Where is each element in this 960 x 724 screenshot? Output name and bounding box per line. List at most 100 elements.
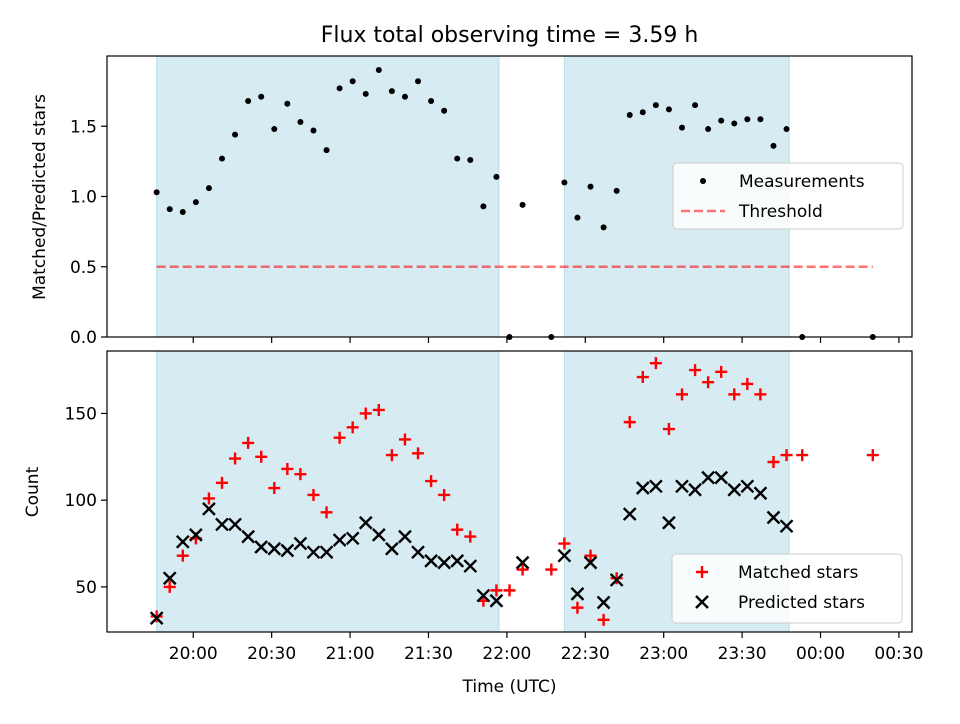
measurement-point bbox=[652, 102, 659, 109]
predicted-stars-point bbox=[766, 510, 781, 525]
predicted-stars-point bbox=[385, 541, 399, 556]
matched-stars-point bbox=[333, 431, 346, 444]
predicted-stars-point bbox=[371, 528, 386, 542]
matched-stars-point bbox=[307, 488, 320, 501]
measurement-point bbox=[493, 173, 500, 180]
matched-stars-point bbox=[597, 613, 610, 626]
predicted-stars-point bbox=[662, 515, 676, 530]
measurement-point bbox=[718, 117, 725, 124]
legend-label: Predicted stars bbox=[738, 593, 865, 613]
matched-stars-point bbox=[741, 377, 754, 390]
x-tick-label: 23:30 bbox=[718, 644, 767, 664]
measurement-point bbox=[770, 142, 777, 149]
legend-label: Threshold bbox=[738, 202, 823, 222]
matched-stars-point bbox=[866, 449, 879, 462]
matched-stars-point bbox=[767, 456, 780, 469]
x-tick-label: 22:30 bbox=[561, 644, 610, 664]
matched-stars-point bbox=[202, 492, 215, 505]
x-tick-label: 22:00 bbox=[482, 644, 531, 664]
predicted-stars-point bbox=[411, 545, 425, 560]
matched-stars-point bbox=[702, 376, 715, 389]
predicted-stars-point bbox=[635, 481, 650, 495]
matched-stars-point bbox=[346, 421, 359, 434]
measurement-point bbox=[574, 214, 581, 221]
measurement-point bbox=[679, 124, 685, 131]
x-tick-label: 20:00 bbox=[169, 644, 218, 664]
matched-stars-point bbox=[438, 488, 451, 501]
y-tick-label: 0.5 bbox=[70, 258, 97, 278]
legend-marker-predicted bbox=[695, 595, 709, 609]
matched-stars-point bbox=[503, 584, 516, 597]
measurement-point bbox=[375, 67, 382, 74]
measurement-point bbox=[297, 119, 304, 126]
matched-stars-point bbox=[359, 407, 372, 420]
matched-stars-point bbox=[150, 610, 163, 623]
predicted-stars-point bbox=[424, 554, 438, 568]
measurement-point bbox=[428, 97, 435, 104]
predicted-stars-point bbox=[293, 536, 308, 551]
measurement-point bbox=[362, 90, 369, 97]
measurement-point bbox=[388, 88, 395, 95]
measurement-point bbox=[441, 107, 448, 114]
measurement-point bbox=[454, 155, 461, 162]
count-panel: 50 100 150 20:00 20:30 21:00 21:30 22:00 22:30 23… bbox=[65, 350, 923, 664]
matched-stars-point bbox=[163, 580, 176, 593]
predicted-stars-point bbox=[358, 515, 373, 530]
predicted-stars-point bbox=[280, 543, 295, 558]
legend-marker-measurements bbox=[700, 178, 706, 184]
matched-stars-point bbox=[662, 423, 675, 436]
observing-window-0 bbox=[156, 350, 500, 633]
predicted-stars-point bbox=[476, 588, 491, 603]
measurement-point bbox=[480, 203, 487, 210]
predicted-stars-point bbox=[306, 545, 321, 560]
legend-marker-matched bbox=[696, 566, 708, 578]
measurement-point bbox=[336, 85, 343, 92]
predicted-stars-point bbox=[622, 507, 637, 521]
matched-stars-point bbox=[754, 388, 767, 401]
measurement-point bbox=[205, 185, 212, 192]
matched-stars-point bbox=[571, 601, 584, 614]
matched-stars-point bbox=[176, 549, 189, 562]
matched-stars-point bbox=[320, 506, 333, 519]
legend-label: Measurements bbox=[739, 172, 865, 192]
matched-stars-point bbox=[425, 475, 438, 488]
predicted-stars-point bbox=[437, 555, 452, 570]
measurement-point bbox=[799, 334, 806, 340]
y-axis-label-count: Count bbox=[23, 466, 43, 517]
measurement-point bbox=[310, 127, 317, 134]
measurement-point bbox=[415, 78, 422, 85]
predicted-stars-point bbox=[319, 545, 334, 560]
predicted-stars-point bbox=[740, 479, 755, 494]
y-tick-label: 50 bbox=[75, 578, 97, 598]
matched-stars-point bbox=[216, 476, 228, 489]
measurement-point bbox=[271, 126, 278, 133]
measurement-point bbox=[349, 78, 356, 85]
matched-stars-point bbox=[623, 416, 636, 429]
matched-stars-point bbox=[255, 450, 268, 463]
measurement-point bbox=[258, 93, 265, 100]
measurement-point bbox=[692, 102, 699, 109]
x-tick-label: 21:00 bbox=[326, 644, 375, 664]
y-axis-label-ratio: Matched/Predicted stars bbox=[30, 94, 50, 300]
matched-stars-point bbox=[715, 365, 728, 378]
predicted-stars-point bbox=[557, 548, 572, 563]
matched-stars-point bbox=[558, 537, 571, 550]
measurement-point bbox=[783, 126, 790, 133]
legend-box bbox=[672, 162, 904, 230]
measurement-point bbox=[467, 156, 474, 163]
predicted-stars-point bbox=[701, 470, 715, 485]
legend-label: Matched stars bbox=[738, 563, 858, 583]
predicted-stars-point bbox=[515, 555, 530, 570]
predicted-stars-point bbox=[189, 528, 203, 542]
measurement-point bbox=[587, 183, 594, 190]
predicted-stars-point bbox=[688, 482, 702, 497]
y-tick-label: 0.0 bbox=[70, 328, 97, 348]
measurement-point bbox=[613, 187, 620, 194]
predicted-stars-point bbox=[649, 479, 663, 494]
matched-stars-point bbox=[516, 563, 529, 576]
matched-stars-point bbox=[464, 530, 477, 543]
chart-title: Flux total observing time = 3.59 h bbox=[321, 23, 699, 48]
predicted-stars-point bbox=[753, 486, 768, 501]
measurement-point bbox=[153, 189, 160, 196]
